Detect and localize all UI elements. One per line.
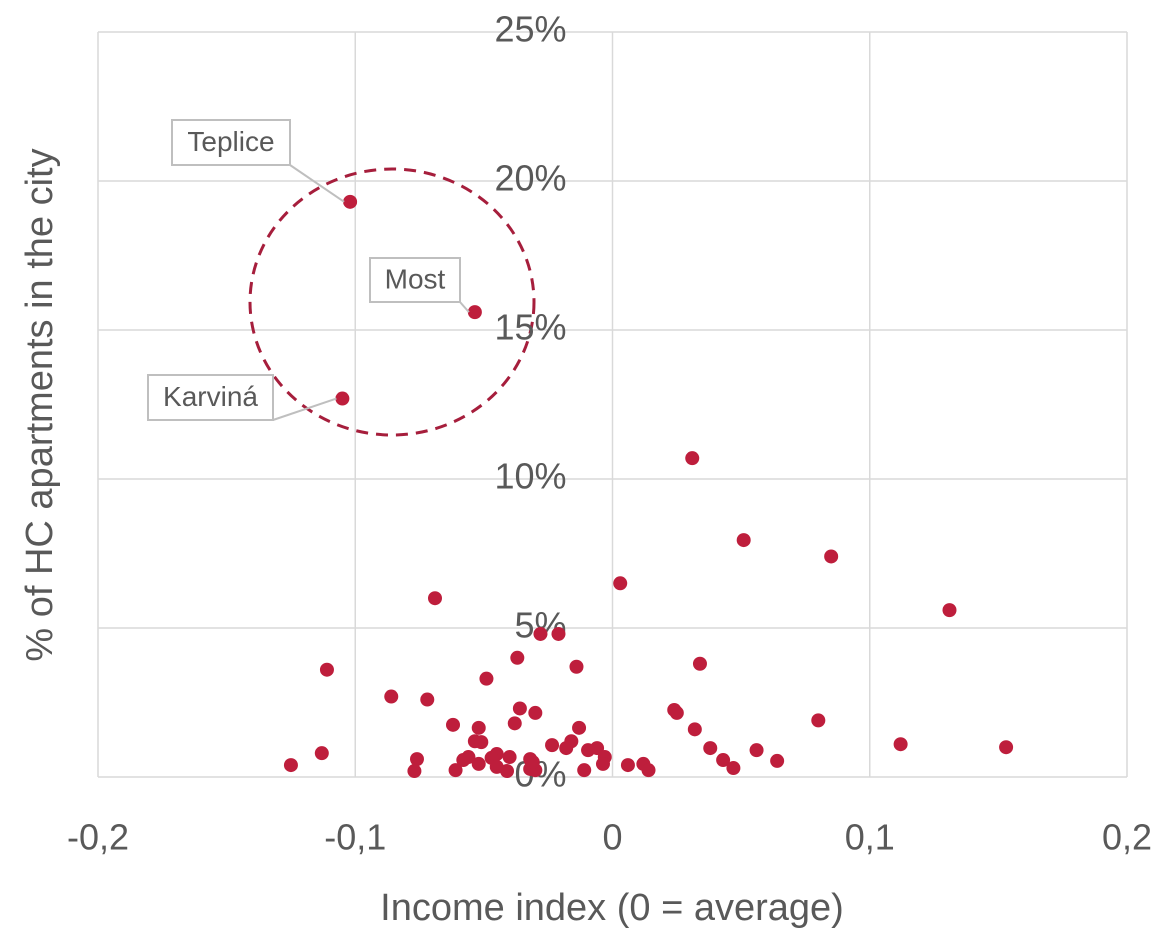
point bbox=[569, 659, 584, 674]
point bbox=[942, 603, 957, 618]
point bbox=[467, 305, 482, 320]
x-tick-label: 0,2 bbox=[1102, 817, 1152, 858]
label-box bbox=[171, 119, 291, 166]
point bbox=[559, 741, 574, 756]
point bbox=[479, 671, 494, 686]
x-tick-label: -0,1 bbox=[324, 817, 386, 858]
point bbox=[427, 591, 442, 606]
point bbox=[824, 549, 839, 564]
point bbox=[620, 758, 635, 773]
label-box bbox=[147, 374, 274, 421]
leader-line bbox=[289, 164, 345, 203]
point bbox=[551, 626, 566, 641]
point bbox=[474, 735, 489, 750]
point bbox=[420, 692, 435, 707]
point bbox=[687, 722, 702, 737]
point bbox=[502, 750, 517, 765]
x-tick-label: 0,1 bbox=[845, 817, 895, 858]
point bbox=[577, 763, 592, 778]
highlight-circle bbox=[248, 167, 536, 437]
point bbox=[528, 705, 543, 720]
leader-line bbox=[272, 397, 337, 421]
point bbox=[692, 656, 707, 671]
point bbox=[471, 756, 486, 771]
y-tick-label: 20% bbox=[494, 158, 566, 199]
point bbox=[641, 763, 656, 778]
y-tick-label: 15% bbox=[494, 307, 566, 348]
y-axis-title: % of HC apartments in the city bbox=[19, 148, 61, 661]
grid bbox=[97, 31, 1128, 778]
label-box bbox=[369, 257, 461, 303]
point-label: Karviná bbox=[163, 381, 258, 412]
point bbox=[314, 746, 329, 761]
point bbox=[319, 662, 334, 677]
overlay: -0,2-0,100,10,20%5%10%15%20%25%TepliceMo… bbox=[67, 9, 1152, 858]
point bbox=[500, 764, 515, 779]
point bbox=[811, 713, 826, 728]
point bbox=[283, 758, 298, 773]
point-label: Teplice bbox=[187, 126, 274, 157]
leader-line bbox=[459, 301, 470, 313]
point bbox=[456, 753, 471, 768]
point bbox=[749, 743, 764, 758]
point bbox=[726, 761, 741, 776]
point bbox=[581, 743, 596, 758]
point bbox=[893, 737, 908, 752]
point bbox=[446, 717, 461, 732]
point bbox=[716, 753, 731, 768]
point bbox=[572, 720, 587, 735]
point bbox=[407, 764, 422, 779]
point bbox=[507, 716, 522, 731]
point bbox=[685, 451, 700, 466]
point bbox=[595, 756, 610, 771]
point bbox=[703, 741, 718, 756]
point bbox=[343, 194, 358, 209]
point bbox=[510, 650, 525, 665]
point bbox=[533, 626, 548, 641]
y-tick-label: 10% bbox=[494, 456, 566, 497]
point bbox=[448, 763, 463, 778]
point-label: Most bbox=[385, 263, 446, 294]
point bbox=[999, 740, 1014, 755]
point bbox=[335, 391, 350, 406]
x-tick-label: -0,2 bbox=[67, 817, 129, 858]
x-tick-label: 0 bbox=[602, 817, 622, 858]
point bbox=[736, 533, 751, 548]
point bbox=[409, 752, 424, 767]
point bbox=[770, 753, 785, 768]
point bbox=[471, 720, 486, 735]
point bbox=[669, 705, 684, 720]
point bbox=[512, 701, 527, 716]
point bbox=[384, 689, 399, 704]
y-tick-label: 25% bbox=[494, 9, 566, 50]
point bbox=[545, 738, 560, 753]
x-axis-title: Income index (0 = average) bbox=[380, 887, 844, 929]
point bbox=[525, 755, 540, 770]
point bbox=[613, 576, 628, 591]
